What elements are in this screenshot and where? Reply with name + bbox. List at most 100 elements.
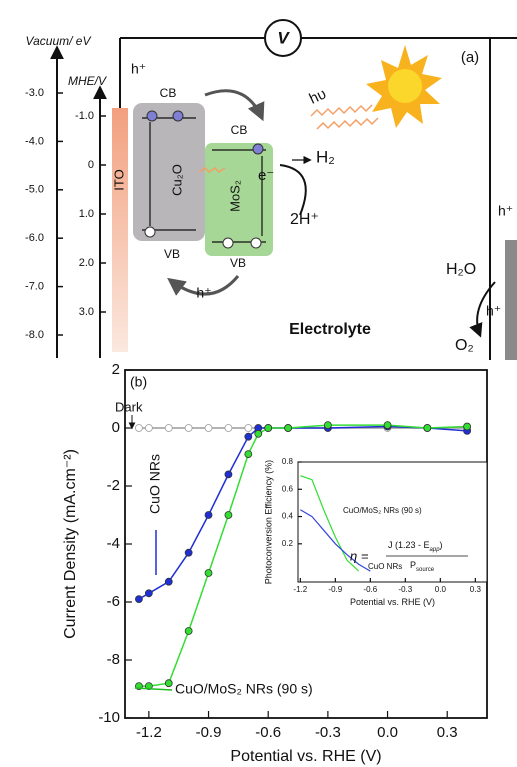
hole [222,237,234,249]
series-label: CuO/MoS₂ NRs (90 s) [175,681,313,697]
data-point [423,424,432,432]
x-tick-label: -0.9 [328,585,342,594]
axis-tick-label: -3.0 [25,87,44,99]
data-point [135,595,143,603]
axis-tick-label: -7.0 [25,281,44,293]
axis-tick-label: -5.0 [25,184,44,196]
y-tick-label: -8 [107,651,120,668]
data-point [244,432,253,441]
axis-tick-label: 0 [88,159,94,171]
sun [366,45,442,128]
y-tick-label: -10 [98,709,120,726]
counter-electrode [505,240,517,360]
chart: -1.2 -0.9 -0.6 -0.3 0.0 0.3 0.2 0.4 0.6 0.8 Potent… [264,457,488,607]
axis-tick-label: -1.0 [75,110,94,122]
axis-label: MHE/V [68,74,107,88]
x-tick-label: -1.2 [293,585,307,594]
data-point [144,589,153,598]
data-point [323,421,332,430]
data-point [164,577,173,586]
y-tick-label: 0.2 [282,539,294,548]
y-tick-label: 0.6 [282,484,294,493]
data-point [184,548,193,557]
equation-part: app [430,547,441,553]
mos2-box [205,143,273,256]
series-label: CuO/MoS₂ NRs (90 s) [343,506,422,515]
hole [250,237,262,249]
y-tick-label: -2 [107,477,120,494]
axis-tick-label: -4.0 [25,135,44,147]
hole-transfer [167,275,240,296]
cb-label: CB [231,123,248,137]
y-tick-label: -4 [107,535,120,552]
electron [172,110,184,122]
series-label: CuO NRs [368,562,402,571]
data-point [284,424,292,432]
data-point [164,679,173,688]
series-label: CuO NRs [147,454,163,514]
y-tick-label: 2 [112,361,120,378]
data-point [383,421,392,430]
axis-tick-label: 1.0 [79,208,94,220]
data-point [204,569,213,577]
data-point [184,424,193,432]
series-label: Dark [115,399,143,414]
proton-label: 2H⁺ [290,211,319,228]
electrolyte-label: Electrolyte [289,321,371,338]
x-tick-label: 0.3 [470,585,482,594]
h2-label: H₂ [316,147,335,166]
axis-tick-label: 2.0 [79,257,94,269]
y-axis-label: Photoconversion Efficiency (%) [264,460,274,584]
data-point [184,627,193,635]
equation-part: ) [440,540,443,550]
x-axis-label: Potential vs. RHE (V) [230,748,381,765]
electron [146,110,158,122]
axis-tick-label: 3.0 [79,306,94,318]
x-tick-label: 0.0 [377,724,398,741]
x-axis-label: Potential vs. RHE (V) [350,597,435,607]
data-point [204,424,213,432]
data-point [244,424,253,432]
hole-label: h⁺ [486,303,501,319]
hole-label: h⁺ [498,203,513,219]
hole-label: h⁺ [196,285,211,301]
equation: J (1.23 - Eapp) [388,540,443,552]
ito-bar [112,108,128,352]
water-label: H₂O [446,261,476,278]
data-point [224,470,233,479]
series-line [138,424,468,687]
x-tick-label: -1.2 [136,724,162,741]
x-tick-label: -0.3 [398,585,412,594]
cu2o-label: Cu₂O [169,164,184,196]
data-point [244,450,253,459]
hole [144,226,156,238]
series-line [300,475,360,572]
data-point [224,511,233,519]
cb-label: CB [160,86,177,100]
light-label: hυ [307,85,329,107]
panel-label: (b) [130,374,147,390]
equation-part: P [410,560,416,570]
x-tick-label: 0.3 [437,724,458,741]
y-tick-label: 0 [112,419,120,436]
light-ray [310,104,373,117]
equation-part: source [416,567,435,573]
cu2o-box [133,103,205,241]
oxygen-label: O₂ [455,337,474,354]
axis-tick-label: -8.0 [25,329,44,341]
data-point [135,424,143,432]
vb-label: VB [230,256,246,270]
y-tick-label: 0.4 [282,512,294,521]
axis-tick-label: -6.0 [25,232,44,244]
panel-label: (a) [461,49,479,66]
ito-label: ITO [111,169,126,190]
vb-label: VB [164,247,180,261]
label-arrow [134,687,173,691]
data-point [144,424,153,432]
series-line [138,425,468,600]
x-tick-label: -0.9 [196,724,222,741]
reduction-arrow [279,164,307,216]
light-ray [316,117,379,130]
electron [252,143,264,155]
